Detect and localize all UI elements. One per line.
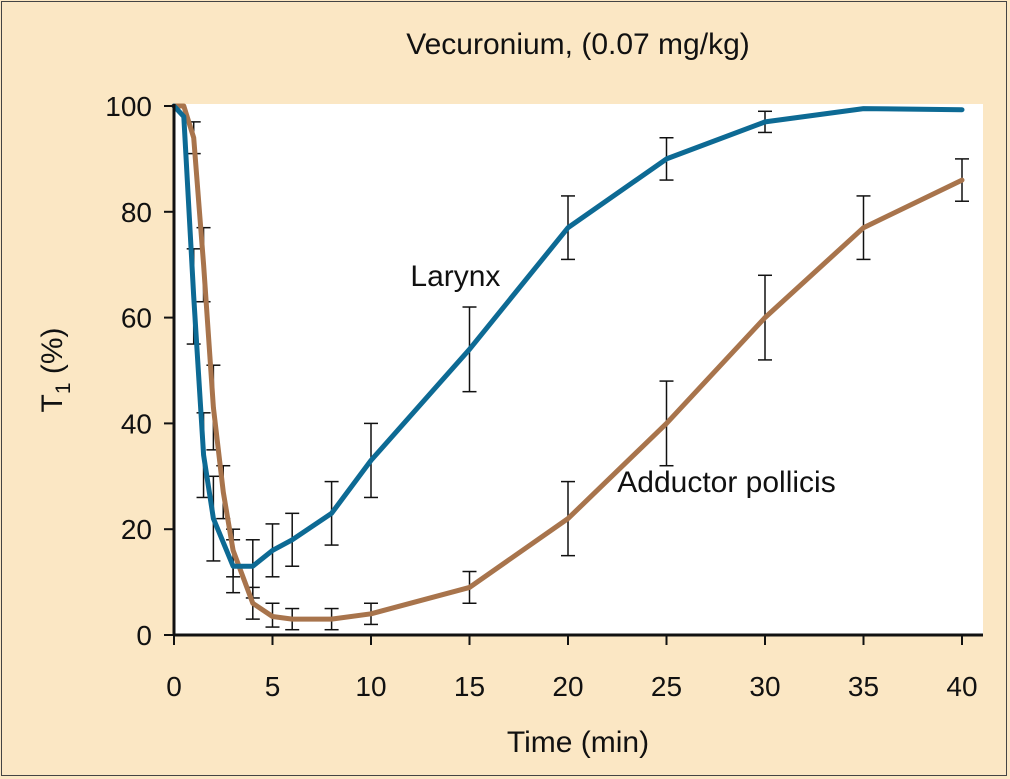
x-tick-label: 5 (265, 671, 281, 702)
y-tick-label: 80 (121, 197, 152, 228)
x-tick-label: 25 (651, 671, 682, 702)
x-axis-ticks: 0 5 10 15 20 25 30 35 40 (166, 635, 978, 702)
annotation-adductor-pollicis: Adductor pollicis (617, 466, 835, 499)
series-line-larynx (171, 103, 965, 569)
x-tick-label: 0 (166, 671, 182, 702)
chart-title: Vecuronium, (0.07 mg/kg) (406, 28, 750, 61)
y-axis-title: T1 (%) (36, 327, 75, 412)
x-axis-title: Time (min) (507, 726, 649, 759)
series-annotations: Larynx Adductor pollicis (410, 260, 835, 499)
x-tick-label: 20 (552, 671, 583, 702)
series-lines (171, 103, 965, 622)
y-axis-title-unit: (%) (36, 327, 69, 382)
y-tick-label: 100 (105, 91, 152, 122)
x-tick-label: 35 (848, 671, 879, 702)
annotation-larynx: Larynx (410, 260, 500, 293)
x-tick-label: 15 (454, 671, 485, 702)
y-axis-title-subscript: 1 (52, 382, 75, 394)
x-tick-label: 10 (355, 671, 386, 702)
x-tick-label: 30 (749, 671, 780, 702)
x-tick-label: 40 (946, 671, 977, 702)
y-axis-ticks: 0 20 40 60 80 100 (105, 91, 174, 651)
y-tick-label: 0 (136, 620, 152, 651)
series-line-adductor-pollicis (171, 103, 965, 622)
y-tick-label: 20 (121, 514, 152, 545)
y-tick-label: 60 (121, 303, 152, 334)
plot-area (174, 104, 983, 634)
y-axis-title-main: T (36, 394, 69, 412)
y-tick-label: 40 (121, 408, 152, 439)
